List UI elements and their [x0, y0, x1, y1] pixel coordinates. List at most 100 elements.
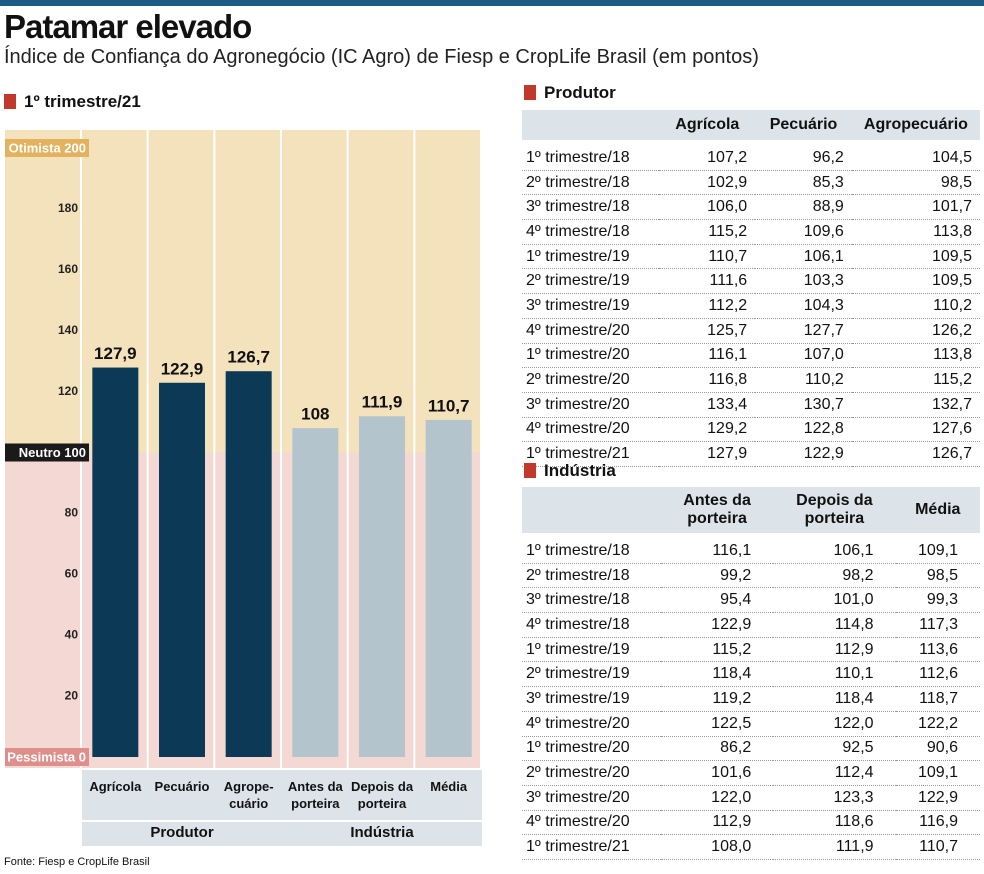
value-cell: 88,9 [755, 194, 852, 221]
table-row: 4º trimestre/20 125,7 127,7 126,2 [522, 318, 980, 344]
value-cell: 106,1 [755, 244, 852, 270]
value-cell: 112,9 [660, 810, 774, 836]
table-row: 2º trimestre/20 116,8 110,2 115,2 [522, 367, 980, 393]
row-label: 1º trimestre/21 [522, 834, 661, 860]
value-cell: 101,7 [851, 194, 980, 221]
table-row: 2º trimestre/20 101,6 112,4 109,1 [522, 760, 980, 786]
row-label: 1º trimestre/20 [522, 343, 660, 369]
table-row: 4º trimestre/20 112,9 118,6 116,9 [522, 810, 980, 836]
value-cell: 117,3 [895, 612, 980, 638]
value-cell: 99,3 [895, 587, 980, 614]
value-cell: 106,1 [773, 539, 896, 564]
zone-label-bg [5, 748, 89, 766]
table-title: Indústria [524, 461, 616, 481]
top-bar [0, 0, 984, 6]
value-cell: 109,5 [851, 244, 980, 270]
x-tick-label: Pecuário [154, 779, 210, 794]
value-cell: 122,2 [895, 711, 980, 737]
y-tick-label: Pessimista 0 [7, 749, 86, 764]
value-cell: 108,0 [660, 834, 774, 860]
value-cell: 116,1 [660, 539, 774, 564]
value-cell: 111,6 [659, 268, 756, 295]
value-cell: 126,2 [851, 318, 980, 344]
value-cell: 118,6 [773, 810, 896, 836]
value-cell: 127,6 [851, 417, 980, 443]
value-cell: 90,6 [895, 736, 980, 762]
table-row: 2º trimestre/18 102,9 85,3 98,5 [522, 170, 980, 196]
row-label: 3º trimestre/20 [522, 392, 660, 418]
value-label: 127,9 [94, 344, 137, 363]
value-cell: 113,8 [851, 343, 980, 369]
column-header: Agrícola [659, 110, 756, 140]
value-cell: 122,0 [773, 711, 896, 737]
value-cell: 101,6 [660, 760, 774, 786]
table-row: 4º trimestre/20 122,5 122,0 122,2 [522, 711, 980, 737]
bar [292, 428, 339, 757]
y-tick-label: 40 [65, 627, 79, 641]
group-panel [82, 822, 482, 846]
value-cell: 112,2 [659, 293, 756, 319]
table-row: 1º trimestre/20 86,2 92,5 90,6 [522, 736, 980, 762]
value-cell: 122,9 [660, 612, 774, 638]
subtitle: Índice de Confiança do Agronegócio (IC A… [4, 46, 759, 68]
table-row: 2º trimestre/19 111,6 103,3 109,5 [522, 268, 980, 295]
table-title: Produtor [524, 83, 616, 103]
row-label: 4º trimestre/20 [522, 417, 660, 443]
bar [159, 382, 205, 757]
row-label: 2º trimestre/18 [522, 170, 660, 196]
column-header: Depois da porteira [773, 487, 896, 533]
row-label: 1º trimestre/18 [522, 146, 660, 171]
group-label: Indústria [350, 824, 414, 841]
value-cell: 109,5 [851, 268, 980, 295]
table-row: 1º trimestre/20 116,1 107,0 113,8 [522, 343, 980, 369]
row-label: 3º trimestre/18 [522, 194, 660, 221]
header-cell [522, 487, 661, 533]
value-cell: 122,9 [895, 785, 980, 811]
value-cell: 86,2 [660, 736, 774, 762]
table-row: 1º trimestre/19 115,2 112,9 113,6 [522, 637, 980, 663]
y-tick-label: 160 [58, 262, 78, 276]
value-cell: 119,2 [660, 686, 774, 712]
table-row: 1º trimestre/19 110,7 106,1 109,5 [522, 244, 980, 270]
value-cell: 116,9 [895, 810, 980, 836]
row-label: 4º trimestre/18 [522, 612, 661, 638]
value-cell: 115,2 [851, 367, 980, 393]
bar [425, 419, 472, 757]
table-row: 2º trimestre/18 99,2 98,2 98,5 [522, 563, 980, 589]
row-label: 3º trimestre/19 [522, 293, 660, 319]
y-tick-label: 80 [65, 506, 79, 520]
row-label: 2º trimestre/19 [522, 661, 661, 688]
data-table: Agrícola Pecuário Agropecuário 1º trimestre… [522, 110, 980, 467]
table-row: 4º trimestre/20 129,2 122,8 127,6 [522, 417, 980, 443]
value-label: 108 [301, 405, 329, 424]
table-row: 2º trimestre/19 118,4 110,1 112,6 [522, 661, 980, 688]
y-tick-label: 140 [58, 323, 78, 337]
row-label: 3º trimestre/20 [522, 785, 661, 811]
y-tick-label: 20 [65, 688, 79, 702]
value-cell: 127,7 [755, 318, 852, 344]
value-cell: 95,4 [660, 587, 774, 614]
table-row: 3º trimestre/18 95,4 101,0 99,3 [522, 587, 980, 614]
value-cell: 104,3 [755, 293, 852, 319]
value-cell: 115,2 [660, 637, 774, 663]
value-cell: 98,2 [773, 563, 896, 589]
value-label: 111,9 [362, 393, 403, 412]
value-cell: 112,9 [773, 637, 896, 663]
value-cell: 110,2 [851, 293, 980, 319]
bar [92, 367, 139, 757]
value-cell: 104,5 [851, 146, 980, 171]
value-cell: 114,8 [773, 612, 896, 638]
y-tick-label: 60 [65, 566, 79, 580]
value-label: 122,9 [161, 359, 204, 378]
value-cell: 118,7 [895, 686, 980, 712]
value-cell: 122,8 [755, 417, 852, 443]
data-table: Antes da porteira Depois da porteira Média… [522, 487, 980, 860]
y-tick-label: 120 [58, 384, 78, 398]
value-cell: 127,9 [659, 441, 756, 467]
row-label: 1º trimestre/19 [522, 244, 660, 270]
y-tick-label: Neutro 100 [19, 445, 86, 460]
x-tick-label: Agrope-cuário [223, 779, 274, 811]
value-cell: 116,8 [659, 367, 756, 393]
